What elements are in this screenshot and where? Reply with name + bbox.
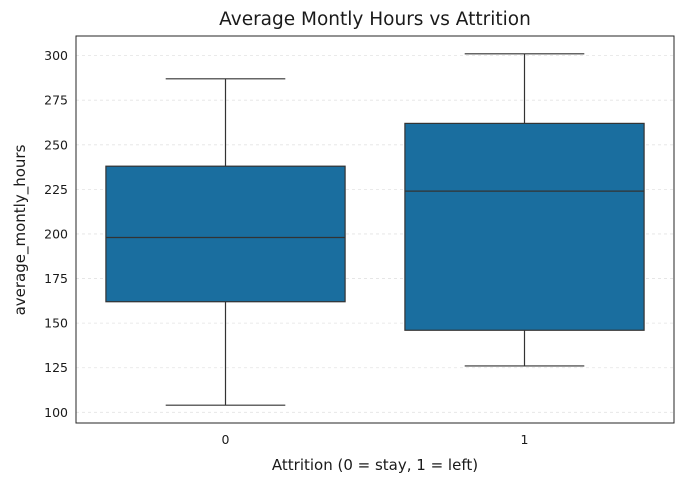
y-tick-label: 275 (44, 93, 68, 108)
y-tick-label: 100 (44, 405, 68, 420)
y-axis-label: average_montly_hours (11, 144, 30, 315)
x-tick-label: 0 (222, 432, 230, 447)
y-tick-label: 125 (44, 360, 68, 375)
y-tick-label: 175 (44, 271, 68, 286)
y-tick-label: 225 (44, 182, 68, 197)
y-axis-ticks: 100 125 150 175 200 225 250 275 300 (44, 48, 68, 420)
y-tick-label: 300 (44, 48, 68, 63)
x-tick-label: 1 (521, 432, 529, 447)
y-tick-label: 200 (44, 226, 68, 241)
box-category-0 (105, 165, 346, 303)
y-tick-label: 150 (44, 316, 68, 331)
plot-frame (75, 35, 675, 424)
chart-title: Average Montly Hours vs Attrition (219, 9, 531, 30)
y-tick-label: 250 (44, 137, 68, 152)
box-category-1 (404, 122, 645, 331)
x-axis-label: Attrition (0 = stay, 1 = left) (272, 456, 478, 474)
boxes (105, 53, 645, 406)
